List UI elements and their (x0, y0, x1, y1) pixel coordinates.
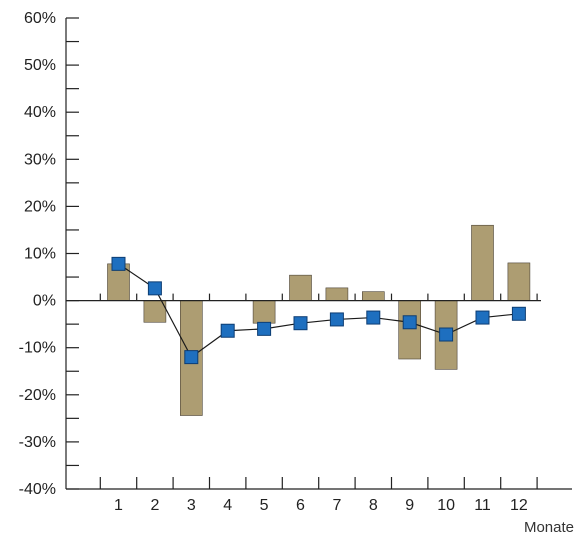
line-point (111, 256, 126, 271)
y-tick-label: -20% (19, 387, 56, 404)
y-tick-label: 60% (24, 10, 56, 27)
y-tick-label: -40% (19, 481, 56, 498)
x-tick-label: 2 (150, 497, 159, 514)
y-tick-label: 0% (33, 293, 56, 310)
line-point (257, 321, 272, 336)
x-tick-label: 7 (332, 497, 341, 514)
y-tick-label: 40% (24, 104, 56, 121)
y-tick-label: 20% (24, 198, 56, 215)
x-tick-labels: 1 2 3 4 5 6 7 8 9 10 11 12 (114, 497, 528, 514)
y-tick-label: -10% (19, 340, 56, 357)
x-tick-label: 1 (114, 497, 123, 514)
bar (289, 274, 312, 301)
y-tick-label: -30% (19, 434, 56, 451)
bar (398, 300, 422, 360)
y-tick-label: 30% (24, 151, 56, 168)
bar (471, 224, 494, 301)
x-tick-label: 8 (369, 497, 378, 514)
x-axis (66, 293, 572, 490)
line-point (293, 316, 308, 331)
bar (325, 287, 349, 301)
x-tick-label: 12 (510, 497, 528, 514)
line-point (366, 310, 381, 325)
x-tick-label: 9 (405, 497, 414, 514)
bar-series (107, 224, 531, 416)
line-series (111, 256, 526, 365)
bar (252, 300, 276, 324)
x-tick-label: 5 (260, 497, 269, 514)
line-point (402, 315, 417, 330)
line-point (439, 327, 454, 342)
x-tick-label: 4 (223, 497, 232, 514)
line-point (475, 310, 490, 325)
line-point (147, 281, 162, 296)
bar (507, 262, 531, 301)
line-point (511, 306, 526, 321)
x-axis-label: Monate (524, 519, 574, 535)
y-tick-label: 50% (24, 57, 56, 74)
line-point (184, 350, 199, 365)
series-line (118, 263, 519, 359)
line-point (220, 323, 235, 338)
bar (361, 291, 385, 301)
x-tick-label: 11 (474, 497, 491, 514)
x-tick-label: 10 (437, 497, 455, 514)
y-tick-label: 10% (24, 246, 56, 263)
y-axis: -40% -30% -20% -10% 0% 10% 20% 30% 40% 50% 60% (19, 10, 79, 498)
x-tick-label: 3 (187, 497, 196, 514)
x-tick-label: 6 (296, 497, 305, 514)
line-point (329, 312, 344, 327)
